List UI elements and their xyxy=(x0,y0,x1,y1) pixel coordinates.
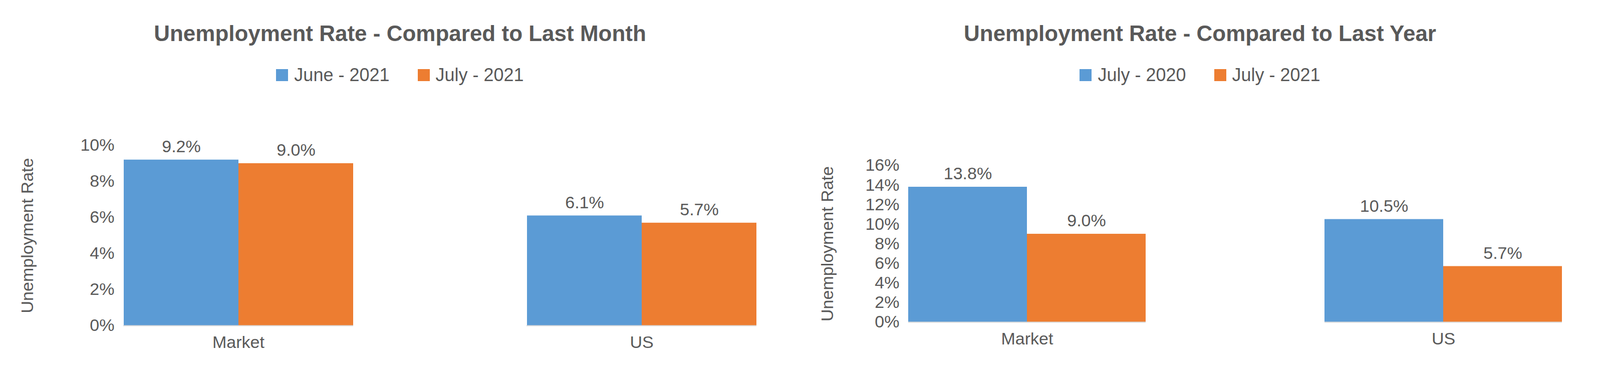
svg-text:Market: Market xyxy=(1001,329,1054,349)
svg-text:Unemployment Rate: Unemployment Rate xyxy=(817,166,837,322)
html-text:July - 2020: July - 2020 xyxy=(1097,64,1186,86)
svg-text:12%: 12% xyxy=(865,194,900,214)
html-text:July - 2021: July - 2021 xyxy=(435,64,524,86)
svg-text:4%: 4% xyxy=(874,273,900,293)
svg-text:9.2%: 9.2% xyxy=(161,136,201,156)
svg-text:10%: 10% xyxy=(80,135,115,155)
svg-text:0%: 0% xyxy=(89,315,115,335)
svg-text:2%: 2% xyxy=(89,279,115,299)
svg-text:9.0%: 9.0% xyxy=(1067,210,1107,230)
svg-text:6%: 6% xyxy=(89,207,115,227)
svg-text:2%: 2% xyxy=(874,292,900,312)
svg-text:14%: 14% xyxy=(865,175,900,195)
svg-text:0%: 0% xyxy=(874,312,900,332)
svg-text:Unemployment Rate: Unemployment Rate xyxy=(17,158,37,314)
html-text:Unemployment Rate - Compared t: Unemployment Rate - Compared to Last Mon… xyxy=(153,21,647,46)
html-text:July - 2021: July - 2021 xyxy=(1232,64,1321,86)
svg-text:6%: 6% xyxy=(874,253,900,273)
html-text:Unemployment Rate - Compared t: Unemployment Rate - Compared to Last Yea… xyxy=(963,21,1437,46)
html-text:June - 2021: June - 2021 xyxy=(294,64,390,86)
svg-text:5.7%: 5.7% xyxy=(1483,243,1523,263)
svg-text:8%: 8% xyxy=(874,233,900,253)
svg-text:13.8%: 13.8% xyxy=(943,163,992,183)
svg-text:10%: 10% xyxy=(865,214,900,234)
svg-text:5.7%: 5.7% xyxy=(679,199,719,219)
svg-text:10.5%: 10.5% xyxy=(1360,196,1409,216)
svg-text:6.1%: 6.1% xyxy=(565,192,605,212)
svg-text:9.0%: 9.0% xyxy=(276,140,316,160)
svg-text:US: US xyxy=(1431,329,1456,349)
svg-text:Market: Market xyxy=(212,332,265,352)
svg-text:US: US xyxy=(629,332,654,352)
svg-text:8%: 8% xyxy=(89,171,115,191)
svg-text:4%: 4% xyxy=(89,243,115,263)
svg-text:16%: 16% xyxy=(865,155,900,175)
